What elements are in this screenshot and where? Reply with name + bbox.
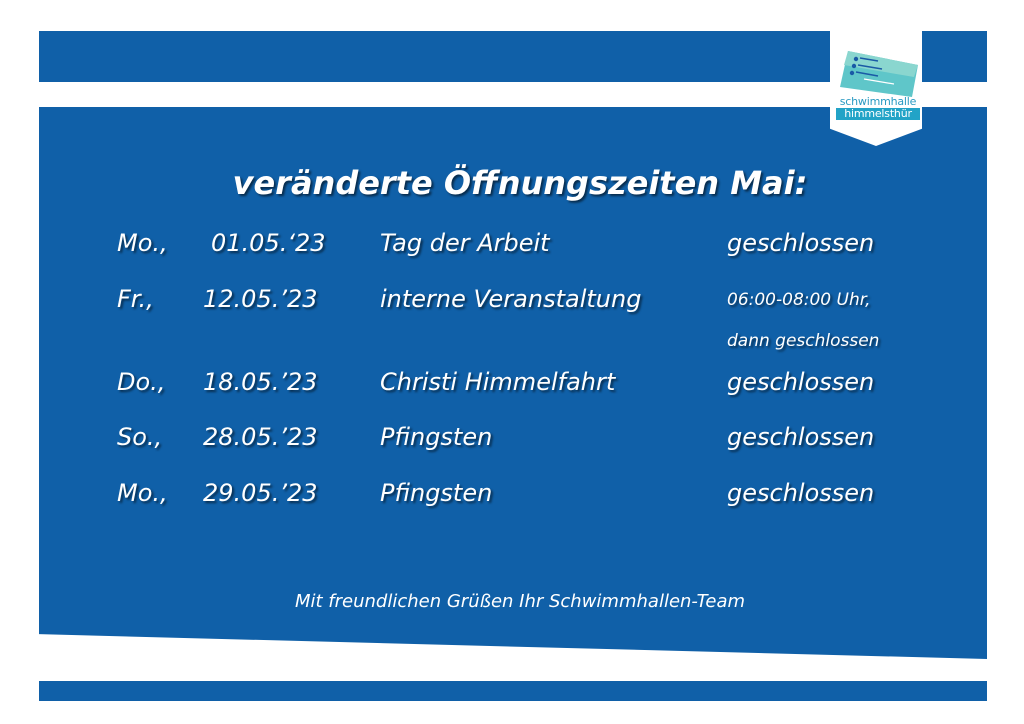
- row-date: 29.05.’23: [203, 479, 318, 507]
- row-status: geschlossen: [727, 423, 875, 451]
- schedule-row: Do., 18.05.’23 Christi Himmelfahrt gesch…: [0, 368, 1024, 408]
- row-day: Mo.,: [117, 229, 168, 257]
- logo-text-line1: schwimmhalle: [839, 95, 917, 108]
- schedule-row: Mo., 29.05.’23 Pfingsten geschlossen: [0, 479, 1024, 519]
- row-day: So.,: [117, 423, 163, 451]
- main-blue-panel: [39, 107, 987, 659]
- schedule-row: Fr., 12.05.’23 interne Veranstaltung 06:…: [0, 285, 1024, 325]
- row-event: interne Veranstaltung: [380, 285, 642, 313]
- top-blue-band: [39, 31, 987, 82]
- row-status: geschlossen: [727, 368, 875, 396]
- row-date: 28.05.’23: [203, 423, 318, 451]
- row-day: Fr.,: [117, 285, 154, 313]
- row-event: Tag der Arbeit: [380, 229, 550, 257]
- row-day: Mo.,: [117, 479, 168, 507]
- row-status: 06:00-08:00 Uhr,: [727, 290, 871, 310]
- row-status-note: dann geschlossen: [727, 331, 880, 351]
- row-date: 12.05.’23: [203, 285, 318, 313]
- row-date: 01.05.‘23: [211, 229, 326, 257]
- logo-text-line2: himmelsthür: [836, 108, 920, 120]
- schedule-row: So., 28.05.’23 Pfingsten geschlossen: [0, 423, 1024, 463]
- row-day: Do.,: [117, 368, 166, 396]
- row-event: Christi Himmelfahrt: [380, 368, 616, 396]
- row-event: Pfingsten: [380, 479, 493, 507]
- schedule-row: Mo., 01.05.‘23 Tag der Arbeit geschlosse…: [0, 229, 1024, 269]
- bottom-blue-band: [39, 681, 987, 701]
- row-date: 18.05.’23: [203, 368, 318, 396]
- row-event: Pfingsten: [380, 423, 493, 451]
- row-status: geschlossen: [727, 479, 875, 507]
- page-title: veränderte Öffnungszeiten Mai:: [232, 164, 808, 202]
- row-status: geschlossen: [727, 229, 875, 257]
- closing-greeting: Mit freundlichen Grüßen Ihr Schwimmhalle…: [294, 591, 746, 612]
- swimmer-logo-icon: [840, 51, 918, 97]
